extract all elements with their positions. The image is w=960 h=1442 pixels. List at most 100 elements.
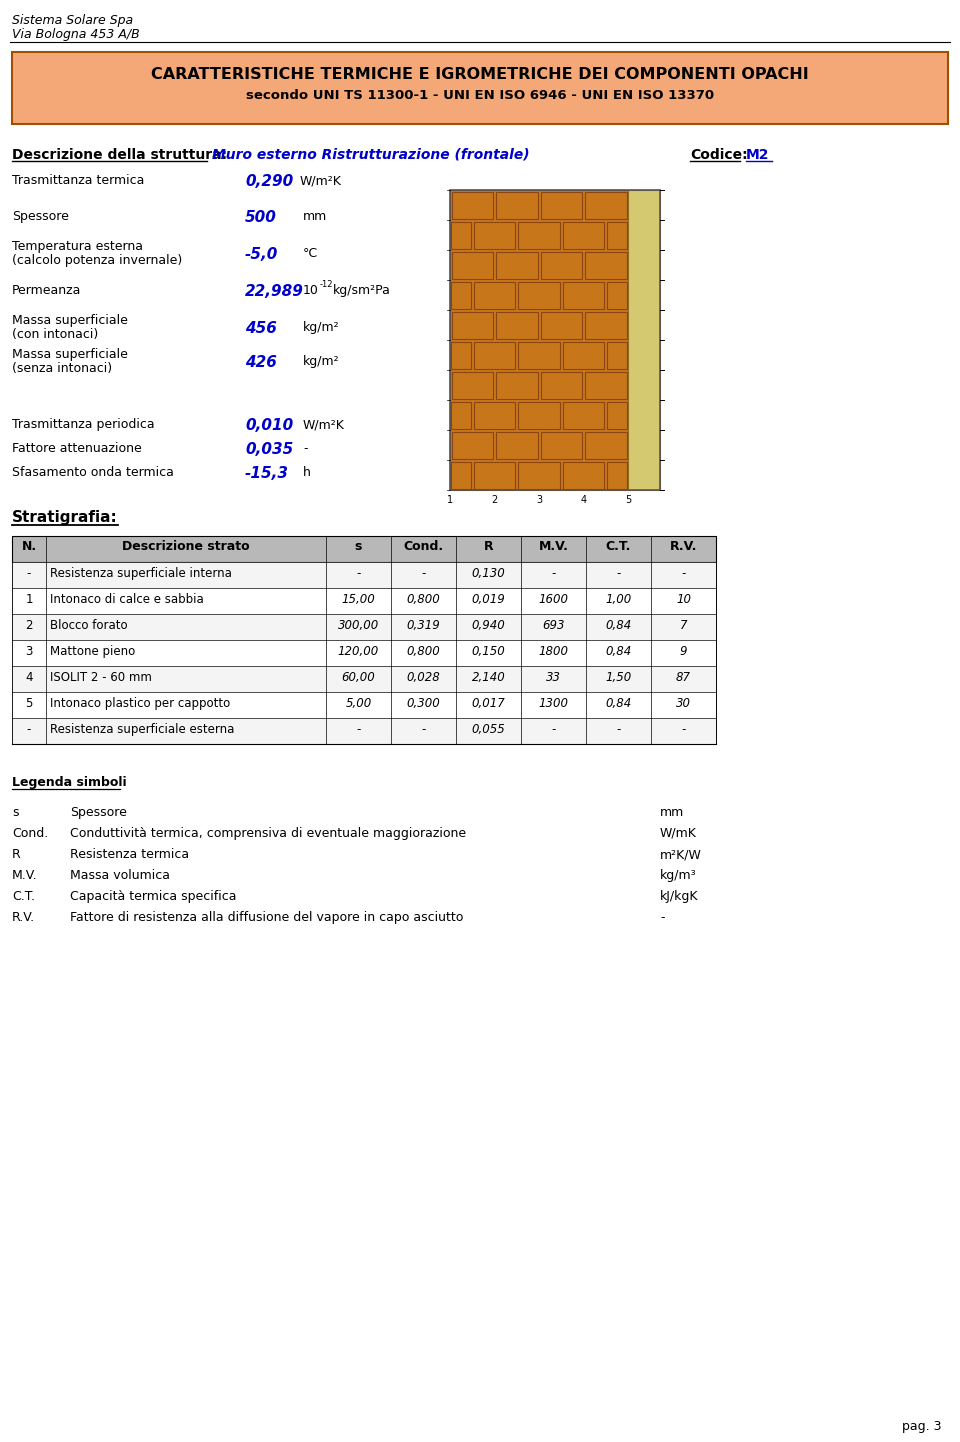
Bar (12, 718, 716, 744)
Text: R.V.: R.V. (670, 539, 697, 552)
Text: 456: 456 (245, 322, 276, 336)
Text: Cond.: Cond. (12, 828, 48, 841)
Text: CARATTERISTICHE TERMICHE E IGROMETRICHE DEI COMPONENTI OPACHI: CARATTERISTICHE TERMICHE E IGROMETRICHE … (151, 66, 809, 82)
Bar (608, 461, 627, 489)
Text: -: - (27, 567, 31, 580)
Text: -: - (616, 567, 620, 580)
Text: 1,00: 1,00 (606, 593, 632, 606)
Text: Stratigrafia:: Stratigrafia: (12, 510, 118, 525)
Text: Spessore: Spessore (12, 211, 69, 224)
Bar (518, 342, 560, 369)
Bar (540, 251, 582, 278)
Text: °C: °C (303, 247, 318, 260)
Text: -: - (616, 722, 620, 735)
Bar (473, 461, 516, 489)
Text: Legenda simboli: Legenda simboli (12, 776, 127, 789)
Bar (585, 251, 627, 278)
Text: 9: 9 (680, 645, 687, 658)
Text: secondo UNI TS 11300-1 - UNI EN ISO 6946 - UNI EN ISO 13370: secondo UNI TS 11300-1 - UNI EN ISO 6946… (246, 89, 714, 102)
Text: R: R (484, 539, 493, 552)
Text: 0,055: 0,055 (471, 722, 505, 735)
Text: Temperatura esterna: Temperatura esterna (12, 239, 143, 252)
Bar (451, 222, 470, 248)
Text: 5,00: 5,00 (346, 696, 372, 709)
Bar (473, 401, 516, 428)
Bar (540, 372, 582, 398)
Text: 1: 1 (447, 495, 453, 505)
Text: Massa superficiale: Massa superficiale (12, 314, 128, 327)
Bar (12, 588, 716, 614)
Text: Massa superficiale: Massa superficiale (12, 348, 128, 360)
Bar (451, 372, 493, 398)
Text: Resistenza superficiale esterna: Resistenza superficiale esterna (50, 722, 234, 735)
Text: Spessore: Spessore (70, 806, 127, 819)
Bar (450, 190, 660, 490)
Text: Sfasamento onda termica: Sfasamento onda termica (12, 466, 174, 479)
Text: Intonaco plastico per cappotto: Intonaco plastico per cappotto (50, 696, 230, 709)
Text: pag. 3: pag. 3 (902, 1420, 942, 1433)
Text: 0,800: 0,800 (407, 645, 441, 658)
Text: 0,019: 0,019 (471, 593, 505, 606)
Text: -5,0: -5,0 (245, 247, 278, 262)
Bar (518, 461, 560, 489)
Bar (12, 536, 716, 562)
Bar (518, 281, 560, 309)
Text: 33: 33 (546, 671, 561, 684)
Text: Codice:: Codice: (690, 149, 748, 162)
Bar (451, 461, 470, 489)
Text: -: - (27, 722, 31, 735)
Bar (563, 281, 604, 309)
Text: m²K/W: m²K/W (660, 848, 702, 861)
Text: 3: 3 (25, 645, 33, 658)
Text: Via Bologna 453 A/B: Via Bologna 453 A/B (12, 27, 140, 40)
Text: Fattore attenuazione: Fattore attenuazione (12, 443, 142, 456)
Text: C.T.: C.T. (606, 539, 631, 552)
Text: 15,00: 15,00 (342, 593, 375, 606)
Text: 0,130: 0,130 (471, 567, 505, 580)
Text: 300,00: 300,00 (338, 619, 379, 632)
Bar (540, 192, 582, 219)
Text: -: - (551, 567, 556, 580)
Bar (12, 614, 716, 640)
Bar (12, 666, 716, 692)
Bar (518, 401, 560, 428)
Text: 1,50: 1,50 (606, 671, 632, 684)
Text: 426: 426 (245, 355, 276, 371)
Text: 1: 1 (25, 593, 33, 606)
Text: 7: 7 (680, 619, 687, 632)
Text: 0,319: 0,319 (407, 619, 441, 632)
Text: kg/m²: kg/m² (303, 322, 340, 335)
Text: -: - (356, 722, 361, 735)
Text: 0,300: 0,300 (407, 696, 441, 709)
Bar (585, 431, 627, 459)
Bar (451, 342, 470, 369)
Text: -: - (682, 722, 685, 735)
Bar (451, 431, 493, 459)
Bar (496, 192, 538, 219)
Text: 1600: 1600 (539, 593, 568, 606)
Text: 5: 5 (25, 696, 33, 709)
Bar (496, 431, 538, 459)
Text: (senza intonaci): (senza intonaci) (12, 362, 112, 375)
Text: 0,84: 0,84 (606, 696, 632, 709)
Text: ISOLIT 2 - 60 mm: ISOLIT 2 - 60 mm (50, 671, 152, 684)
Text: kg/sm²Pa: kg/sm²Pa (333, 284, 391, 297)
Text: Descrizione strato: Descrizione strato (122, 539, 250, 552)
Text: 0,028: 0,028 (407, 671, 441, 684)
Text: Intonaco di calce e sabbia: Intonaco di calce e sabbia (50, 593, 204, 606)
Bar (451, 192, 493, 219)
Text: Descrizione della struttura:: Descrizione della struttura: (12, 149, 228, 162)
Text: -: - (303, 443, 307, 456)
Text: Permeanza: Permeanza (12, 284, 82, 297)
Text: 2: 2 (492, 495, 497, 505)
Bar (608, 281, 627, 309)
Bar (563, 222, 604, 248)
Text: 0,940: 0,940 (471, 619, 505, 632)
Text: M.V.: M.V. (539, 539, 568, 552)
Text: mm: mm (303, 211, 327, 224)
Bar (608, 401, 627, 428)
Text: Sistema Solare Spa: Sistema Solare Spa (12, 14, 133, 27)
Bar (585, 372, 627, 398)
Text: Capacità termica specifica: Capacità termica specifica (70, 890, 236, 903)
Text: Resistenza termica: Resistenza termica (70, 848, 189, 861)
